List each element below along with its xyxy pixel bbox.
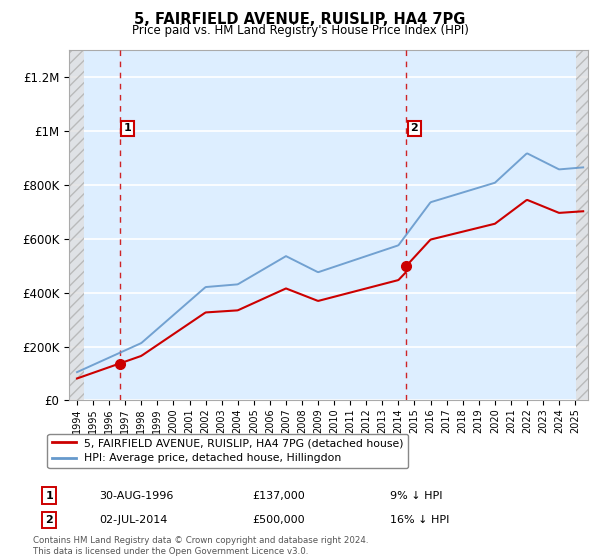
Text: 5, FAIRFIELD AVENUE, RUISLIP, HA4 7PG: 5, FAIRFIELD AVENUE, RUISLIP, HA4 7PG bbox=[134, 12, 466, 27]
Text: 1: 1 bbox=[124, 123, 131, 133]
Bar bbox=[69, 50, 84, 400]
Text: Price paid vs. HM Land Registry's House Price Index (HPI): Price paid vs. HM Land Registry's House … bbox=[131, 24, 469, 37]
Text: 30-AUG-1996: 30-AUG-1996 bbox=[99, 491, 173, 501]
Legend: 5, FAIRFIELD AVENUE, RUISLIP, HA4 7PG (detached house), HPI: Average price, deta: 5, FAIRFIELD AVENUE, RUISLIP, HA4 7PG (d… bbox=[47, 433, 408, 468]
Bar bbox=[576, 50, 588, 400]
Text: 16% ↓ HPI: 16% ↓ HPI bbox=[390, 515, 449, 525]
Text: 9% ↓ HPI: 9% ↓ HPI bbox=[390, 491, 443, 501]
Text: 2: 2 bbox=[410, 123, 418, 133]
Text: Contains HM Land Registry data © Crown copyright and database right 2024.
This d: Contains HM Land Registry data © Crown c… bbox=[33, 536, 368, 556]
Text: £137,000: £137,000 bbox=[252, 491, 305, 501]
Text: 2: 2 bbox=[46, 515, 53, 525]
Text: 1: 1 bbox=[46, 491, 53, 501]
Text: £500,000: £500,000 bbox=[252, 515, 305, 525]
Text: 02-JUL-2014: 02-JUL-2014 bbox=[99, 515, 167, 525]
